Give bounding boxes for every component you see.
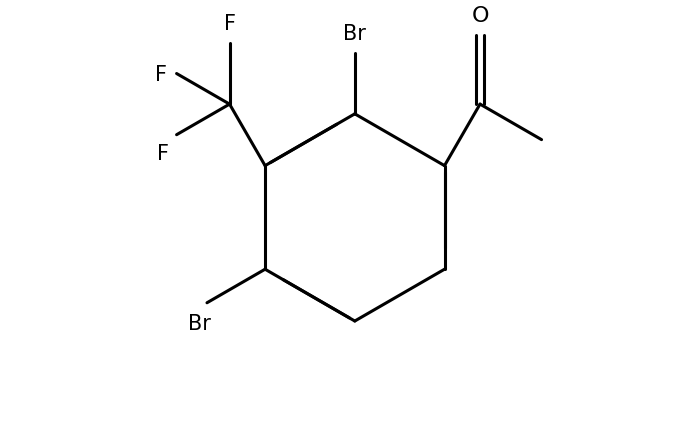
Text: F: F — [224, 14, 235, 34]
Text: Br: Br — [343, 24, 367, 44]
Text: F: F — [155, 64, 167, 84]
Text: O: O — [471, 6, 489, 26]
Text: F: F — [156, 143, 169, 163]
Text: Br: Br — [188, 313, 211, 333]
